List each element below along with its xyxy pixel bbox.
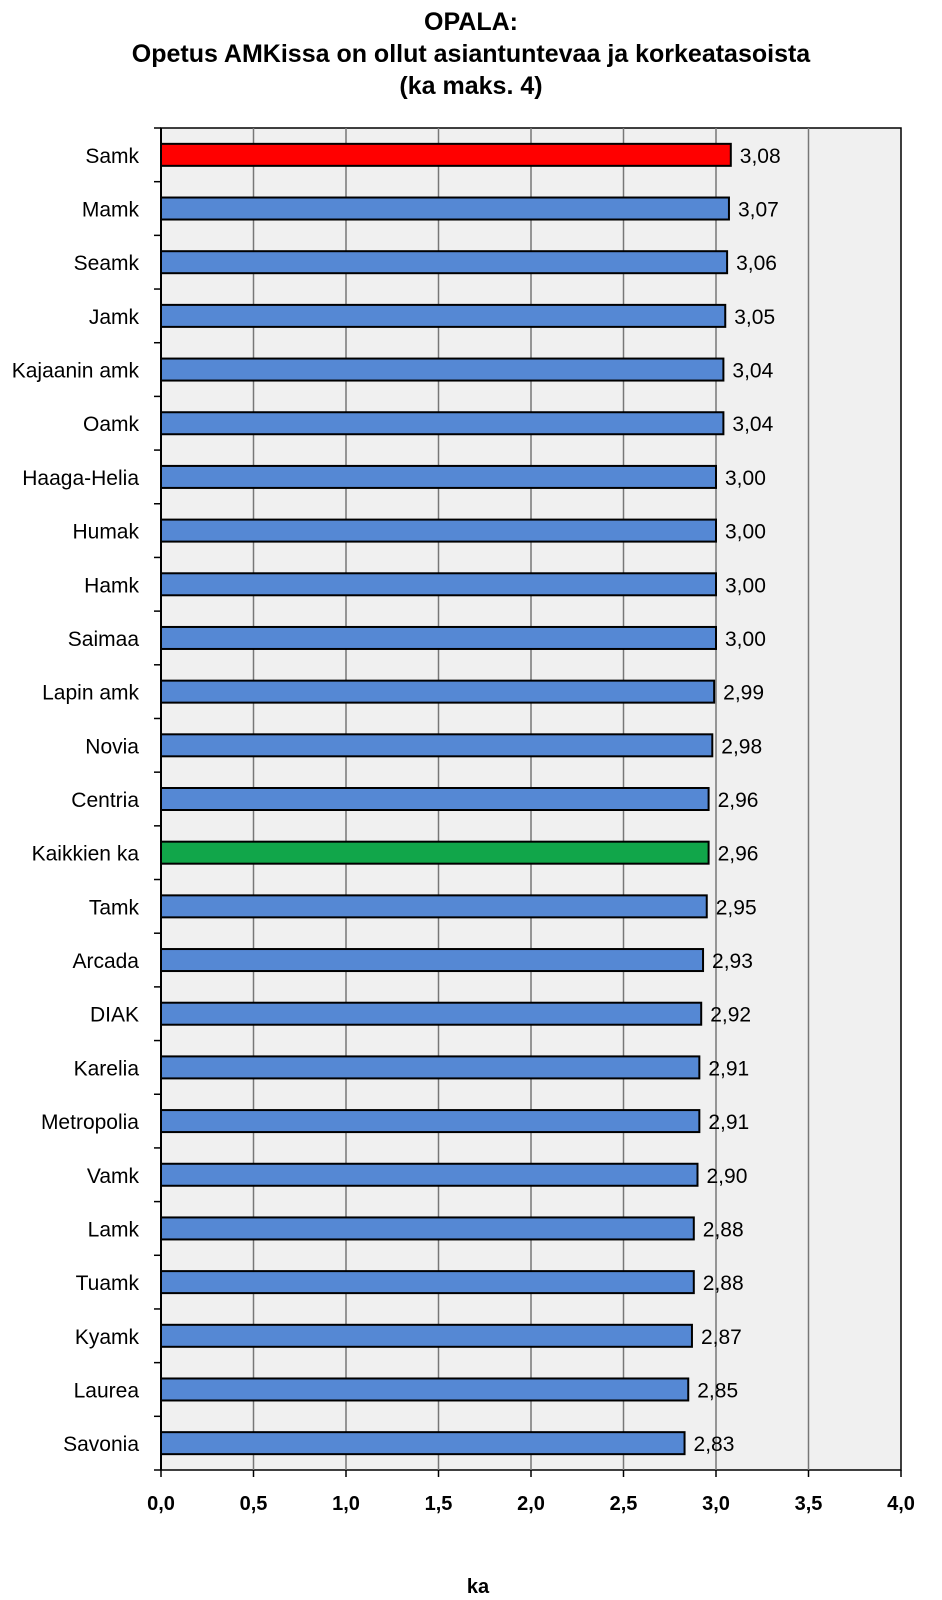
bar — [160, 464, 717, 489]
x-tick-label: 3,0 — [702, 1493, 730, 1515]
bar — [160, 1270, 695, 1295]
x-tick-label: 0,0 — [147, 1493, 175, 1515]
x-tick-label: 0,5 — [240, 1493, 268, 1515]
value-label: 2,91 — [708, 1111, 749, 1134]
bar — [160, 303, 727, 328]
bar — [160, 1162, 699, 1187]
x-tick-label: 1,5 — [425, 1493, 453, 1515]
value-label: 2,95 — [716, 896, 757, 919]
category-label: Novia — [85, 735, 139, 758]
bar — [160, 357, 725, 382]
value-label: 2,96 — [718, 789, 759, 812]
bar — [160, 250, 729, 275]
value-label: 2,88 — [703, 1218, 744, 1241]
bar — [160, 787, 710, 811]
category-label: Hamk — [84, 574, 139, 597]
chart-title-line-1: OPALA: — [424, 8, 518, 36]
category-label: Oamk — [83, 413, 140, 436]
bar — [160, 1323, 693, 1348]
bar — [160, 1377, 690, 1402]
category-label: Jamk — [89, 306, 140, 329]
category-label: Centria — [71, 789, 139, 812]
x-tick-label: 4,0 — [887, 1493, 915, 1515]
bar — [160, 1431, 686, 1456]
x-tick-label: 1,0 — [332, 1493, 360, 1515]
bar — [160, 572, 717, 597]
bar — [160, 1216, 695, 1241]
value-label: 2,92 — [710, 1004, 751, 1027]
category-label: Lamk — [88, 1218, 140, 1241]
bar — [160, 1109, 701, 1134]
value-label: 3,05 — [734, 306, 775, 329]
x-tick-label: 2,5 — [610, 1493, 638, 1515]
value-label: 3,07 — [738, 199, 779, 222]
value-label: 2,96 — [718, 843, 759, 866]
bar — [160, 894, 708, 919]
category-label: Kyamk — [75, 1326, 140, 1349]
category-label: Saimaa — [68, 628, 140, 651]
value-label: 2,91 — [708, 1057, 749, 1080]
bar — [160, 625, 717, 650]
category-label: Lapin amk — [42, 682, 139, 705]
value-label: 2,88 — [703, 1272, 744, 1295]
category-label: Seamk — [74, 252, 140, 275]
value-label: 3,00 — [725, 467, 766, 490]
category-label: Tamk — [89, 896, 140, 919]
bar — [160, 840, 710, 865]
category-label: Haaga-Helia — [22, 467, 139, 490]
value-label: 3,06 — [736, 252, 777, 275]
category-label: Kaikkien ka — [32, 843, 140, 866]
bar — [160, 142, 732, 167]
x-tick-label: 2,0 — [517, 1493, 545, 1515]
bar — [160, 518, 717, 543]
value-label: 3,00 — [725, 628, 766, 651]
chart-title-line-2: Opetus AMKissa on ollut asiantuntevaa ja… — [131, 40, 811, 68]
category-label: Laurea — [74, 1379, 140, 1402]
value-label: 2,93 — [712, 950, 753, 973]
category-label: Mamk — [82, 199, 140, 222]
value-label: 2,83 — [694, 1433, 735, 1456]
bar — [160, 948, 705, 973]
category-label: Tuamk — [76, 1272, 140, 1295]
value-label: 2,85 — [697, 1379, 738, 1402]
bar — [160, 411, 725, 436]
bar — [160, 733, 714, 758]
chart-title: OPALA: Opetus AMKissa on ollut asiantunt… — [0, 6, 942, 102]
x-axis-title: ka — [467, 1576, 490, 1598]
value-label: 3,00 — [725, 521, 766, 544]
x-tick-label: 3,5 — [795, 1493, 823, 1515]
category-label: Vamk — [87, 1165, 140, 1188]
category-label: Savonia — [63, 1433, 139, 1456]
category-label: Humak — [72, 521, 139, 544]
category-label: Kajaanin amk — [12, 360, 140, 383]
category-label: Metropolia — [41, 1111, 139, 1134]
bar — [160, 679, 716, 704]
value-label: 3,04 — [732, 360, 773, 383]
category-label: Samk — [85, 145, 139, 168]
value-label: 3,08 — [740, 145, 781, 168]
value-label: 2,87 — [701, 1326, 742, 1349]
bar — [160, 1055, 701, 1080]
value-label: 2,99 — [723, 682, 764, 705]
bar — [160, 196, 730, 221]
category-label: Arcada — [72, 950, 139, 973]
value-label: 2,90 — [707, 1165, 748, 1188]
chart-title-line-3: (ka maks. 4) — [399, 72, 543, 100]
value-label: 3,04 — [732, 413, 773, 436]
category-label: DIAK — [90, 1004, 139, 1027]
value-label: 2,98 — [721, 735, 762, 758]
bar — [160, 1001, 703, 1026]
value-label: 3,00 — [725, 574, 766, 597]
category-label: Karelia — [74, 1057, 140, 1080]
